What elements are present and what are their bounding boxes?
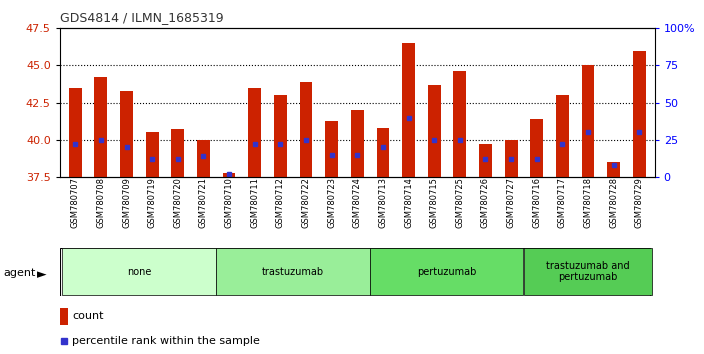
Text: GSM780707: GSM780707	[70, 177, 80, 228]
Text: GSM780714: GSM780714	[404, 177, 413, 228]
Text: percentile rank within the sample: percentile rank within the sample	[72, 336, 260, 346]
Text: agent: agent	[4, 268, 36, 278]
Text: GSM780719: GSM780719	[148, 177, 157, 228]
Bar	[530, 119, 543, 177]
Bar	[505, 140, 517, 177]
Text: trastuzumab: trastuzumab	[262, 267, 325, 277]
Bar	[94, 78, 107, 177]
Bar	[633, 51, 646, 177]
Text: GSM780715: GSM780715	[429, 177, 439, 228]
Text: GSM780718: GSM780718	[584, 177, 593, 228]
FancyBboxPatch shape	[63, 248, 215, 295]
Bar	[274, 95, 287, 177]
Text: GSM780720: GSM780720	[173, 177, 182, 228]
Bar	[60, 308, 68, 325]
Bar	[556, 95, 569, 177]
Text: GSM780712: GSM780712	[276, 177, 285, 228]
Text: count: count	[72, 312, 103, 321]
Text: ►: ►	[37, 268, 47, 281]
Bar	[351, 110, 364, 177]
Bar	[608, 162, 620, 177]
Bar	[402, 43, 415, 177]
Bar	[377, 128, 389, 177]
Text: GSM780727: GSM780727	[507, 177, 515, 228]
Text: GSM780728: GSM780728	[609, 177, 618, 228]
Bar	[479, 144, 492, 177]
Text: GSM780726: GSM780726	[481, 177, 490, 228]
Text: trastuzumab and
pertuzumab: trastuzumab and pertuzumab	[546, 261, 630, 282]
Text: GSM780711: GSM780711	[250, 177, 259, 228]
Text: GSM780708: GSM780708	[96, 177, 106, 228]
Bar	[582, 65, 594, 177]
Text: GSM780717: GSM780717	[558, 177, 567, 228]
Bar	[171, 130, 184, 177]
Bar	[428, 85, 441, 177]
Text: GSM780716: GSM780716	[532, 177, 541, 228]
Text: GSM780723: GSM780723	[327, 177, 336, 228]
Bar	[69, 88, 82, 177]
FancyBboxPatch shape	[216, 248, 370, 295]
Text: none: none	[127, 267, 151, 277]
Text: GSM780724: GSM780724	[353, 177, 362, 228]
Text: GSM780729: GSM780729	[635, 177, 644, 228]
Bar	[146, 132, 158, 177]
FancyBboxPatch shape	[370, 248, 524, 295]
Text: pertuzumab: pertuzumab	[417, 267, 477, 277]
Bar	[222, 172, 235, 177]
Text: GDS4814 / ILMN_1685319: GDS4814 / ILMN_1685319	[60, 11, 223, 24]
Text: GSM780709: GSM780709	[122, 177, 131, 228]
FancyBboxPatch shape	[524, 248, 652, 295]
Bar	[325, 120, 338, 177]
Text: GSM780725: GSM780725	[455, 177, 465, 228]
Bar	[249, 88, 261, 177]
Bar	[120, 91, 133, 177]
Text: GSM780721: GSM780721	[199, 177, 208, 228]
Text: GSM780710: GSM780710	[225, 177, 234, 228]
Bar	[453, 72, 466, 177]
Bar	[300, 82, 313, 177]
Text: GSM780722: GSM780722	[301, 177, 310, 228]
Bar	[197, 140, 210, 177]
Text: GSM780713: GSM780713	[379, 177, 387, 228]
